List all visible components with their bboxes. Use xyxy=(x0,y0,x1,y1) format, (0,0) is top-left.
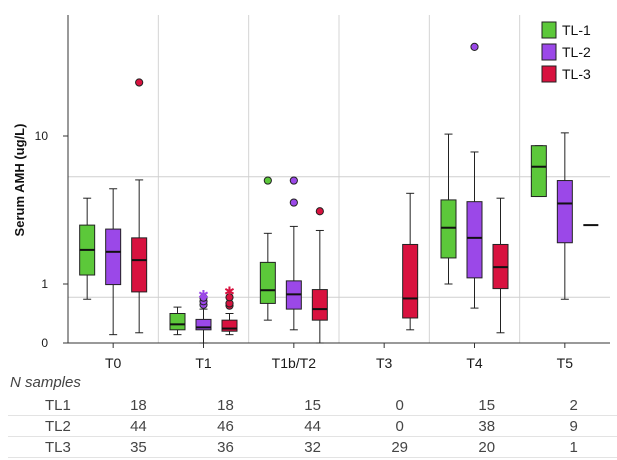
n-samples-cell: 15 xyxy=(443,395,531,416)
box xyxy=(259,261,276,304)
n-samples-cell: 38 xyxy=(443,415,531,437)
box xyxy=(195,318,212,331)
outlier-point xyxy=(289,176,298,185)
legend-label: TL-2 xyxy=(562,44,591,60)
n-samples-cell: 1 xyxy=(530,436,617,458)
box xyxy=(440,199,457,259)
n-samples-cell: 36 xyxy=(181,436,270,458)
x-tick-label: T0 xyxy=(105,355,122,371)
n-samples-row-label: TL3 xyxy=(8,436,95,458)
n-samples-cell: 0 xyxy=(356,415,444,437)
n-samples-cell: 15 xyxy=(269,395,357,416)
x-tick-label: T4 xyxy=(466,355,483,371)
box xyxy=(131,237,148,293)
y-tick-label: 0 xyxy=(41,336,48,350)
y-tick-label: 10 xyxy=(35,129,49,143)
outlier-point xyxy=(289,198,298,207)
n-samples-row: TL1 18 18 15 0 15 2 xyxy=(8,395,617,416)
n-samples-cell: 44 xyxy=(94,415,182,437)
box xyxy=(221,319,238,332)
legend-label: TL-1 xyxy=(562,22,591,38)
outlier-point xyxy=(199,293,208,302)
outlier-point xyxy=(135,78,144,87)
outlier-point xyxy=(263,176,272,185)
n-samples-cell: 9 xyxy=(530,415,617,437)
x-tick-label: T5 xyxy=(557,355,574,371)
extreme-outlier-star: ✱ xyxy=(198,289,209,304)
outlier-point xyxy=(225,293,234,302)
n-samples-cell: 32 xyxy=(269,436,357,458)
y-tick-label: 1 xyxy=(41,277,48,291)
box xyxy=(556,180,573,244)
legend-swatch xyxy=(541,65,557,83)
outlier-point xyxy=(315,207,324,216)
legend: TL-1 TL-2 TL-3 xyxy=(541,21,591,83)
extreme-outlier-star: ✱ xyxy=(224,285,235,300)
x-tick-label: T1 xyxy=(195,355,212,371)
y-axis-label: Serum AMH (ug/L) xyxy=(12,124,27,237)
n-samples-cell: 35 xyxy=(94,436,182,458)
legend-swatch xyxy=(541,21,557,39)
n-samples-cell: 44 xyxy=(269,415,357,437)
n-samples-row-label: TL1 xyxy=(8,395,95,416)
n-samples-cell: 46 xyxy=(181,415,270,437)
x-tick-label: T1b/T2 xyxy=(272,355,317,371)
box xyxy=(530,145,547,198)
n-samples-cell: 18 xyxy=(181,395,270,416)
n-samples-cell: 18 xyxy=(94,395,182,416)
legend-label: TL-3 xyxy=(562,66,591,82)
x-tick-label: T3 xyxy=(376,355,393,371)
n-samples-cell: 29 xyxy=(356,436,444,458)
n-samples-row-label: TL2 xyxy=(8,415,95,437)
box-series: ✱ ✱ xyxy=(79,42,599,344)
n-samples-title: N samples xyxy=(10,374,81,391)
box xyxy=(169,313,186,331)
box xyxy=(402,243,419,319)
n-samples-cell: 20 xyxy=(443,436,531,458)
n-samples-row: TL2 44 46 44 0 38 9 xyxy=(8,415,617,437)
outlier-point xyxy=(470,42,479,51)
box xyxy=(105,228,122,286)
n-samples-cell: 2 xyxy=(530,395,617,416)
n-samples-row: TL3 35 36 32 29 20 1 xyxy=(8,436,617,458)
legend-swatch xyxy=(541,43,557,61)
box xyxy=(466,201,483,279)
n-samples-cell: 0 xyxy=(356,395,444,416)
axes: 0 1 10 T0 T1 T1b/T2 T3 T4 T5 xyxy=(35,15,610,371)
grid-lines xyxy=(68,15,610,343)
box xyxy=(311,289,328,321)
n-samples-table: TL1 18 18 15 0 15 2 TL2 44 46 44 0 38 9 TL3 35 36 32 29 20 1 xyxy=(8,395,617,458)
